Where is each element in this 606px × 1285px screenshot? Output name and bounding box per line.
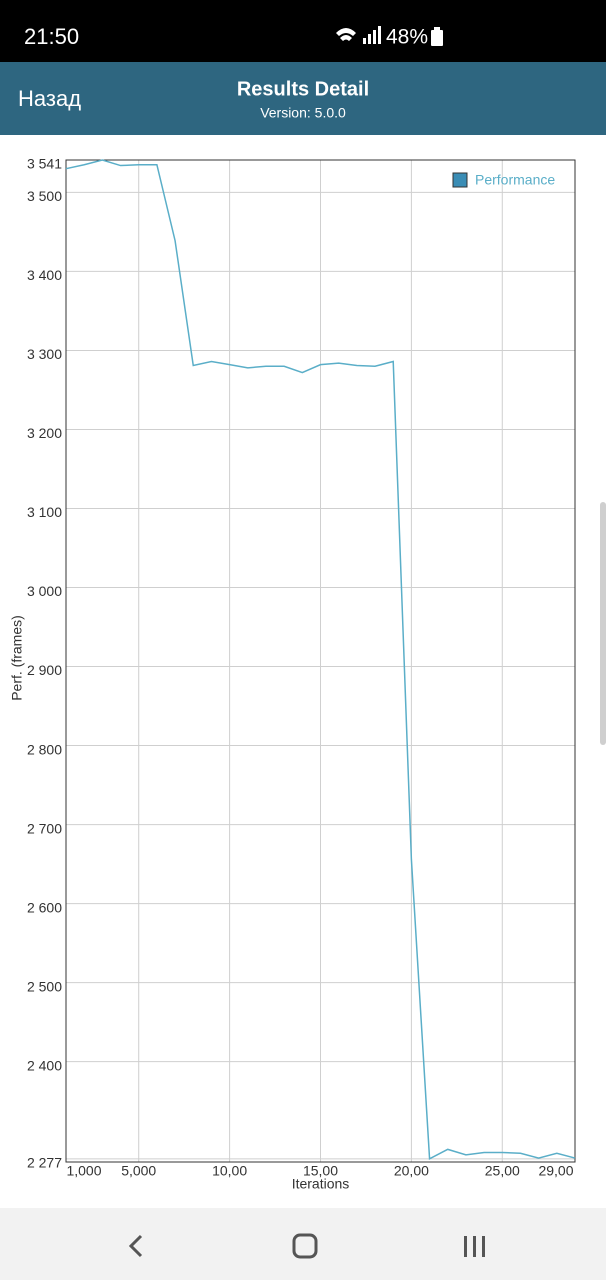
battery-level: 48% (386, 26, 428, 49)
y-tick-label: 2 700 (27, 820, 62, 836)
plot-frame (65, 159, 576, 1163)
legend-label: Performance (475, 172, 555, 188)
nav-recents[interactable] (464, 1236, 485, 1257)
data-line (65, 159, 576, 1161)
x-axis-title: Iterations (292, 1176, 350, 1192)
x-tick-label: 15,00 (303, 1163, 338, 1179)
y-tick-label: 2 277 (27, 1155, 62, 1171)
x-tick-label: 10,00 (212, 1163, 247, 1179)
y-tick-label: 3 100 (27, 504, 62, 520)
clock: 21:50 (24, 24, 79, 49)
y-tick-label: 3 000 (27, 583, 62, 599)
x-tick-label: 20,00 (394, 1163, 429, 1179)
y-tick-label: 2 800 (27, 741, 62, 757)
x-tick-label: 29,00 (538, 1163, 573, 1179)
y-tick-label: 3 300 (27, 346, 62, 362)
y-tick-label: 2 500 (27, 978, 62, 994)
y-tick-label: 2 900 (27, 662, 62, 678)
y-tick-label: 3 200 (27, 425, 62, 441)
status-bar (0, 0, 606, 62)
y-tick-label: 2 600 (27, 899, 62, 915)
x-tick-label: 25,00 (485, 1163, 520, 1179)
header-title: Results Detail (237, 78, 369, 100)
y-tick-label: 3 400 (27, 267, 62, 283)
status-icons (336, 26, 443, 46)
x-tick-label: 1,000 (66, 1163, 101, 1179)
y-tick-label: 3 541 (27, 156, 62, 172)
y-tick-label: 2 400 (27, 1057, 62, 1073)
nav-bar (0, 1208, 606, 1280)
back-button[interactable]: Назад (18, 86, 81, 111)
y-axis-title: Perf. (frames) (9, 615, 25, 701)
app-header (0, 62, 606, 135)
scroll-indicator (600, 502, 606, 745)
nav-home[interactable] (292, 1233, 318, 1259)
header-subtitle: Version: 5.0.0 (260, 105, 346, 121)
nav-back[interactable] (128, 1234, 143, 1258)
legend-swatch (452, 172, 468, 188)
x-tick-label: 5,000 (121, 1163, 156, 1179)
y-tick-label: 3 500 (27, 188, 62, 204)
